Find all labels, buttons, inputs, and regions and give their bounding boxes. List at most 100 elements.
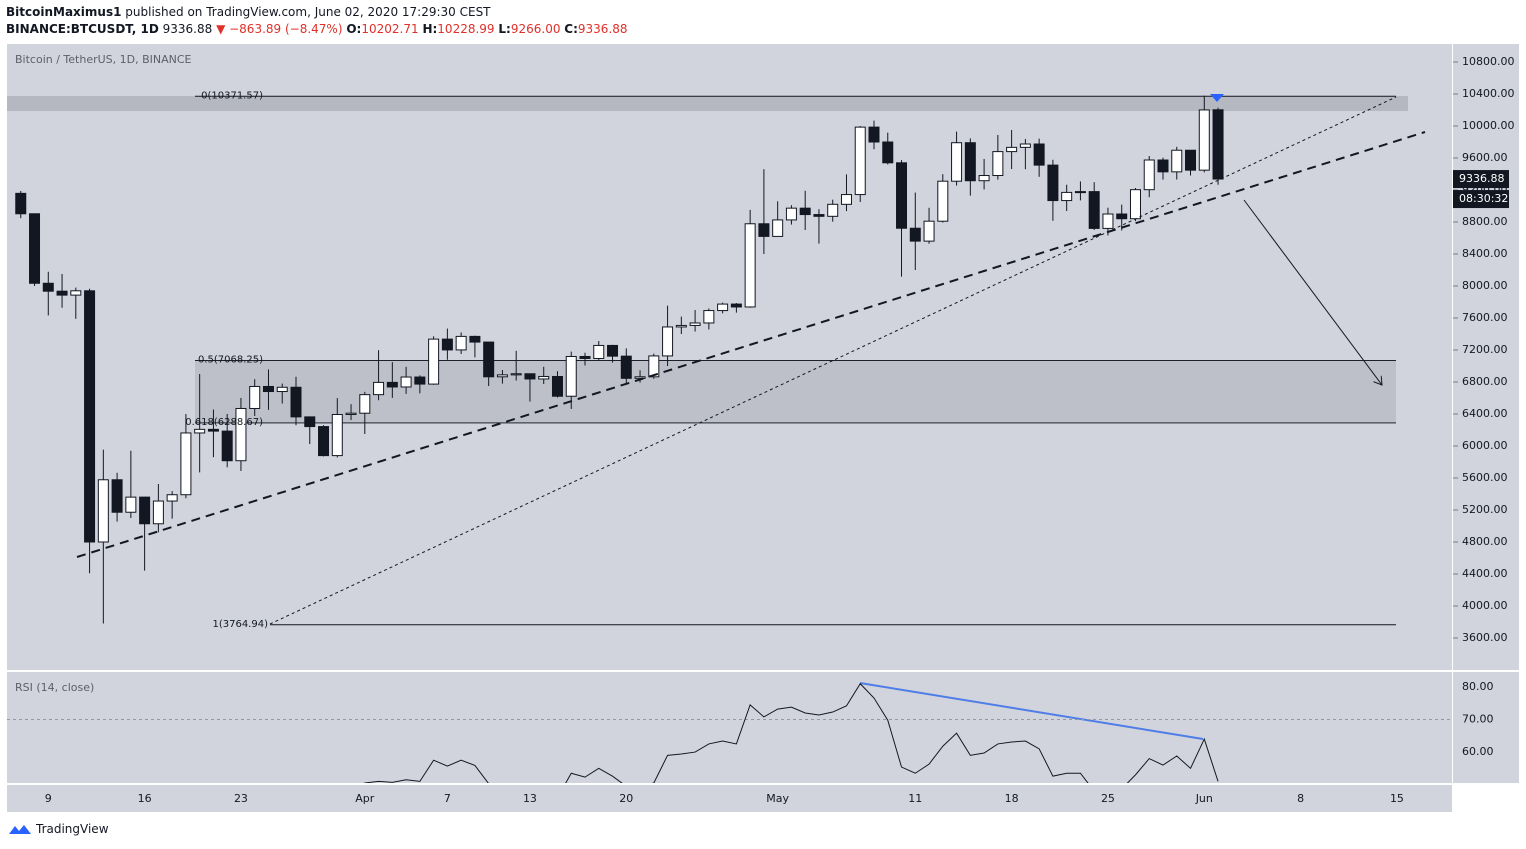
main-panel — [7, 44, 1452, 670]
c-value: 9336.88 — [577, 22, 628, 36]
candle-body — [510, 373, 522, 376]
candle-body — [152, 500, 164, 525]
candle-body — [551, 375, 563, 397]
candle-body — [1102, 213, 1114, 229]
candle-body — [1212, 109, 1224, 180]
candle-body — [318, 426, 330, 457]
candle-body — [345, 412, 357, 415]
x-tick-label: 9 — [45, 792, 52, 805]
candle-body — [1033, 143, 1045, 166]
rsi-tick-label: 80.00 — [1462, 680, 1494, 693]
candle-body — [703, 310, 715, 324]
candle-body — [276, 386, 288, 393]
candle-body — [992, 151, 1004, 177]
candle-body — [1061, 191, 1073, 202]
y-tick-label: 6400.00 — [1462, 407, 1508, 420]
candle-body — [1143, 159, 1155, 191]
l-label: L: — [498, 22, 511, 36]
candle-body — [579, 355, 591, 359]
candle-body — [125, 496, 137, 513]
candle-body — [455, 335, 467, 351]
candle-body — [744, 223, 756, 308]
candle-body — [730, 303, 742, 308]
candle-body — [758, 223, 770, 237]
candle-body — [56, 290, 68, 296]
y-tick-label: 7600.00 — [1462, 311, 1508, 324]
candle-body — [717, 303, 729, 312]
candle-body — [359, 394, 371, 414]
countdown: 08:30:32 — [1459, 192, 1508, 205]
drawings — [76, 94, 1426, 625]
candle-body — [221, 430, 233, 462]
candle-body — [386, 381, 398, 388]
divergence-line — [859, 682, 1204, 740]
x-tick-label: 8 — [1297, 792, 1304, 805]
y-tick-label: 4800.00 — [1462, 535, 1508, 548]
candle-body — [469, 335, 481, 343]
fib-label: 0.618(6288.67) — [185, 417, 263, 428]
rsi-title: RSI (14, close) — [15, 681, 94, 694]
rsi-tick-label: 70.00 — [1462, 713, 1494, 726]
time-axis — [7, 785, 1452, 812]
y-tick-label: 8400.00 — [1462, 247, 1508, 260]
x-tick-label: 18 — [1005, 792, 1019, 805]
candle-body — [166, 494, 178, 502]
rsi-layer — [7, 682, 1452, 783]
candle-body — [290, 386, 302, 418]
published: published on TradingView.com, June 02, 2… — [125, 5, 491, 19]
candle-body — [1116, 213, 1128, 220]
trend-line — [76, 131, 1426, 558]
rsi-line — [363, 682, 1219, 783]
change: ▼ −863.89 (−8.47%) — [216, 22, 343, 36]
candle-body — [868, 126, 880, 143]
price-tag-bg — [1453, 170, 1509, 189]
candle-body — [262, 385, 274, 393]
y-tick-label: 6800.00 — [1462, 375, 1508, 388]
x-tick-label: 23 — [234, 792, 248, 805]
candle-body — [428, 338, 440, 385]
last: 9336.88 — [162, 22, 213, 36]
candle-body — [1129, 189, 1141, 220]
candle-body — [180, 432, 192, 496]
x-tick-label: 16 — [138, 792, 152, 805]
y-tick-label: 8800.00 — [1462, 215, 1508, 228]
candle-body — [249, 385, 261, 409]
fib-zone — [195, 360, 1396, 423]
main-layer — [15, 95, 1396, 626]
candle-body — [207, 428, 219, 432]
candle-body — [840, 194, 852, 205]
candle-body — [483, 341, 495, 378]
y-tick-label: 6000.00 — [1462, 439, 1508, 452]
y-tick-label: 5200.00 — [1462, 503, 1508, 516]
candle-body — [813, 214, 825, 217]
candle-body — [84, 290, 96, 543]
candle-body — [235, 407, 247, 462]
y-tick-label: 9600.00 — [1462, 151, 1508, 164]
candle-body — [675, 324, 687, 328]
x-tick-label: 7 — [444, 792, 451, 805]
candle-body — [538, 375, 550, 380]
candle-body — [607, 344, 619, 357]
candle-body — [400, 376, 412, 388]
x-tick-label: 20 — [619, 792, 633, 805]
candle-body — [785, 207, 797, 221]
candle-body — [689, 322, 701, 326]
candle-body — [662, 326, 674, 357]
candle-body — [15, 192, 27, 215]
x-tick-label: Jun — [1195, 792, 1213, 805]
signal-marker — [1210, 94, 1224, 102]
rsi-axis — [1453, 672, 1519, 783]
candle-body — [496, 374, 508, 378]
candle-body — [923, 220, 935, 242]
candle-body — [882, 141, 894, 164]
x-tick-label: 15 — [1390, 792, 1404, 805]
arrow — [1243, 199, 1382, 385]
fib-label: 0.5(7068.25) — [198, 355, 263, 366]
candle-body — [951, 142, 963, 182]
candle-body — [937, 180, 949, 222]
chart-title: Bitcoin / TetherUS, 1D, BINANCE — [15, 53, 192, 66]
candle-body — [524, 373, 536, 380]
h-value: 10228.99 — [437, 22, 495, 36]
